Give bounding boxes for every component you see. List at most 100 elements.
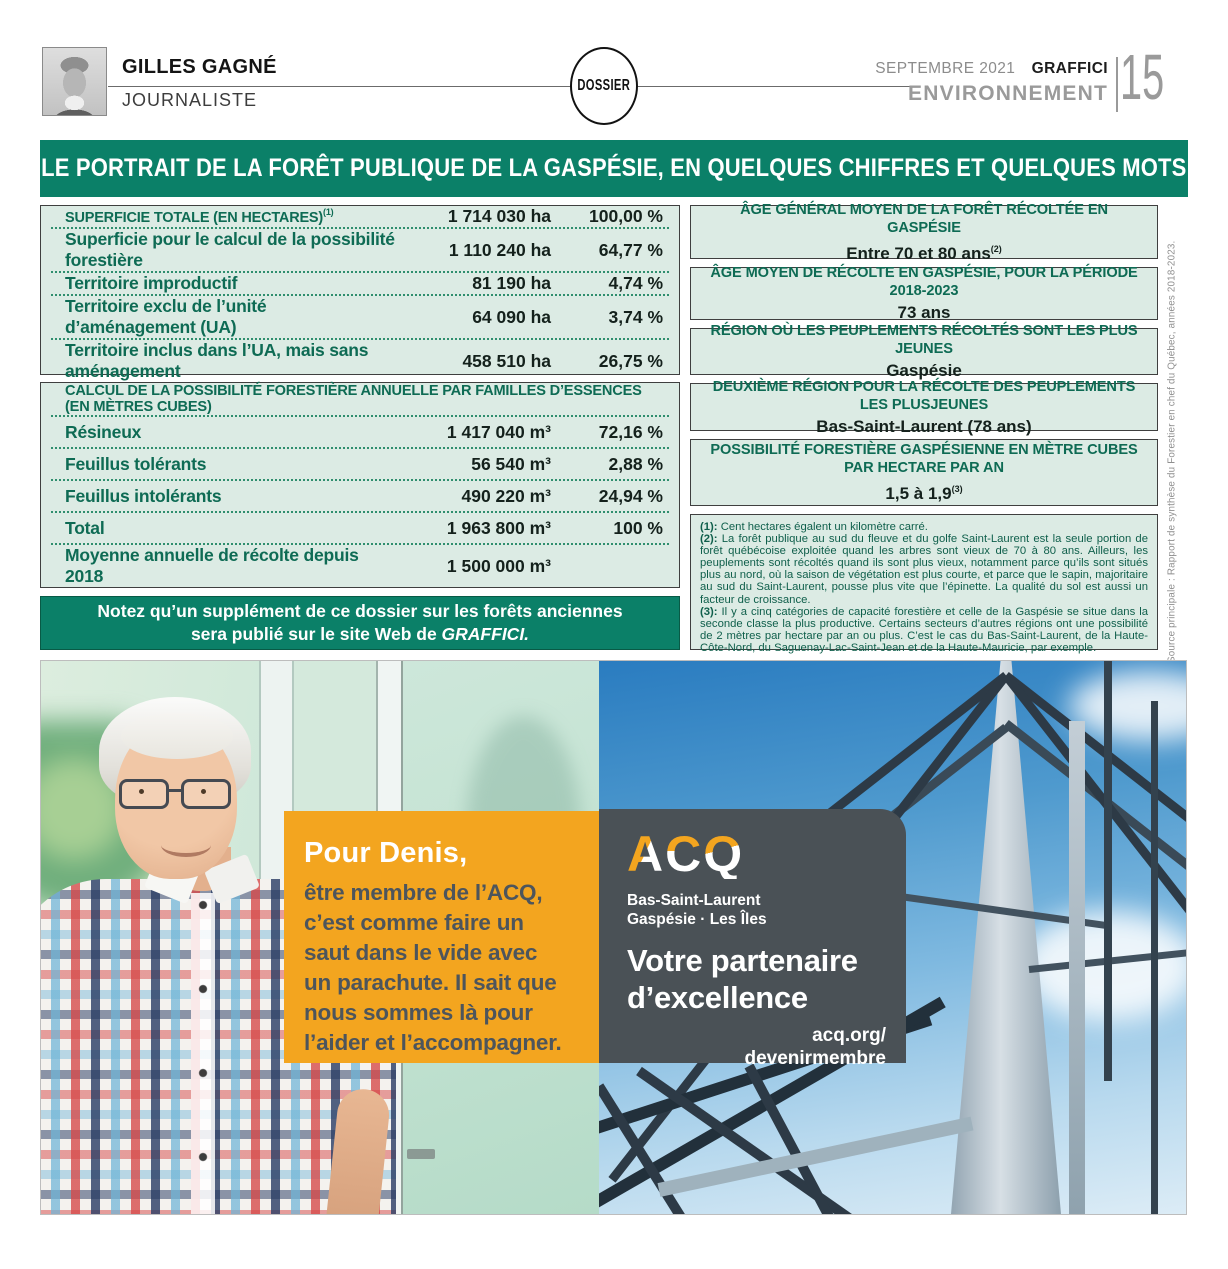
- eye: [201, 789, 206, 794]
- table-section-header: CALCUL DE LA POSSIBILITÉ FORESTIÈRE ANNU…: [51, 383, 669, 417]
- footnote-3: (3): Il y a cinq catégories de capacité …: [700, 605, 1148, 654]
- fact-value: Gaspésie: [886, 361, 962, 380]
- page-number: 15: [1120, 41, 1165, 113]
- row-percent: 4,74 %: [608, 273, 663, 293]
- issue-line: SEPTEMBRE 2021 GRAFFICI: [848, 60, 1108, 78]
- window-hardware: [407, 1149, 435, 1159]
- row-label: Feuillus intolérants: [65, 485, 222, 506]
- row-value: 1 110 240 ha: [448, 239, 551, 260]
- cloud: [1069, 671, 1186, 741]
- testimonial-title: Pour Denis,: [304, 837, 468, 869]
- row-percent: 100,00 %: [589, 206, 663, 226]
- author-photo: [42, 47, 107, 116]
- row-percent: 72,16 %: [598, 421, 663, 442]
- testimonial-body: être membre de l’ACQ, c’est comme faire …: [304, 880, 562, 1055]
- source-note: Source principale : Rapport de synthèse …: [1166, 240, 1178, 664]
- fact-box-possibilite: POSSIBILITÉ FORESTIÈRE GASPÉSIENNE EN MÈ…: [690, 439, 1158, 506]
- shirt-buttons: [191, 893, 215, 1214]
- table-row: SUPERFICIE TOTALE (EN HECTARES)(1) 1 714…: [51, 206, 669, 229]
- table-row: Superficie pour le calcul de la possibil…: [51, 229, 669, 273]
- issue-date: SEPTEMBRE 2021: [875, 60, 1016, 77]
- eye: [139, 789, 144, 794]
- acq-url: acq.org/ devenirmembre: [744, 1025, 886, 1069]
- row-value: 1 714 030 ha: [447, 206, 551, 226]
- web-supplement-note: Notez qu’un supplément de ce dossier sur…: [40, 596, 680, 650]
- fact-value: Bas-Saint-Laurent (78 ans): [816, 416, 1032, 436]
- fact-title: ÂGE GÉNÉRAL MOYEN DE LA FORÊT RÉCOLTÉE E…: [740, 201, 1108, 236]
- fact-value: 1,5 à 1,9(3): [885, 484, 963, 503]
- row-label: Territoire inclus dans l’UA, mais sans a…: [65, 340, 369, 381]
- acq-region: Bas-Saint-Laurent Gaspésie · Les Îles: [627, 892, 767, 928]
- glasses-bridge: [167, 789, 183, 792]
- row-value: 81 190 ha: [472, 273, 551, 293]
- glasses-lens: [119, 779, 169, 809]
- note-brand: GRAFFICI.: [441, 624, 530, 644]
- footnote-ref: (2): [990, 243, 1002, 254]
- table-row: Feuillus intolérants 490 220 m³ 24,94 %: [51, 481, 669, 513]
- smile: [161, 833, 211, 857]
- fact-title: ÂGE MOYEN DE RÉCOLTE EN GASPÉSIE, POUR L…: [710, 265, 1138, 299]
- acq-advertisement: Pour Denis, être membre de l’ACQ, c’est …: [40, 660, 1187, 1215]
- footnotes-block: (1): Cent hectares égalent un kilomètre …: [690, 514, 1158, 654]
- row-percent: 26,75 %: [598, 350, 663, 371]
- fact-title: RÉGION OÙ LES PEUPLEMENTS RÉCOLTÉS SONT …: [710, 323, 1138, 357]
- footnote-ref: (1): [323, 207, 334, 217]
- footnote-2: (2): La forêt publique au sud du fleuve …: [700, 533, 1148, 606]
- row-label: SUPERFICIE TOTALE (EN HECTARES)(1): [65, 207, 334, 226]
- acq-tagline: Votre partenaire d’excellence: [627, 943, 858, 1015]
- fact-box-region-jeunes: RÉGION OÙ LES PEUPLEMENTS RÉCOLTÉS SONT …: [690, 323, 1158, 380]
- fact-value: Entre 70 et 80 ans(2): [846, 243, 1002, 263]
- table-row: Territoire exclu de l’unité d’aménagemen…: [51, 296, 669, 340]
- table-row: Territoire improductif 81 190 ha 4,74 %: [51, 273, 669, 296]
- superficie-table: SUPERFICIE TOTALE (EN HECTARES)(1) 1 714…: [40, 205, 680, 381]
- table-row: Moyenne annuelle de récolte depuis 2018 …: [51, 545, 669, 587]
- dossier-label: DOSSIER: [577, 77, 631, 94]
- row-value: 64 090 ha: [472, 306, 551, 327]
- row-label: Territoire improductif: [65, 273, 238, 293]
- fact-value: 73 ans: [897, 303, 951, 322]
- fact-title: POSSIBILITÉ FORESTIÈRE GASPÉSIENNE EN MÈ…: [710, 442, 1138, 476]
- row-percent: 24,94 %: [598, 485, 663, 506]
- row-value: 1 963 800 m³: [446, 517, 551, 538]
- header-divider-line: [108, 86, 913, 87]
- row-value: 1 417 040 m³: [446, 421, 551, 442]
- row-label: Superficie pour le calcul de la possibil…: [65, 229, 395, 270]
- dossier-badge: DOSSIER: [570, 47, 638, 125]
- fact-box-deuxieme-region: DEUXIÈME RÉGION POUR LA RÉCOLTE DES PEUP…: [690, 379, 1158, 436]
- fact-box-age-moyen: ÂGE MOYEN DE RÉCOLTE EN GASPÉSIE, POUR L…: [690, 265, 1158, 322]
- article-banner: LE PORTRAIT DE LA FORÊT PUBLIQUE DE LA G…: [40, 140, 1188, 197]
- page-number-divider: [1116, 57, 1118, 112]
- testimonial-box: Pour Denis, être membre de l’ACQ, c’est …: [284, 811, 599, 1063]
- footnote-1: (1): Cent hectares égalent un kilomètre …: [700, 521, 928, 533]
- hair-fringe: [121, 713, 233, 759]
- table-row: Feuillus tolérants 56 540 m³ 2,88 %: [51, 449, 669, 481]
- row-percent: 100 %: [613, 517, 663, 538]
- note-line-1: Notez qu’un supplément de ce dossier sur…: [97, 601, 623, 621]
- footnote-ref: (3): [951, 484, 963, 494]
- possibilite-table: CALCUL DE LA POSSIBILITÉ FORESTIÈRE ANNU…: [40, 382, 680, 588]
- banner-title: LE PORTRAIT DE LA FORÊT PUBLIQUE DE LA G…: [41, 154, 1187, 182]
- row-label: Résineux: [65, 421, 142, 442]
- row-percent: 2,88 %: [608, 453, 663, 474]
- author-name: GILLES GAGNÉ: [122, 56, 277, 78]
- table-row: Total 1 963 800 m³ 100 %: [51, 513, 669, 545]
- table-row: Résineux 1 417 040 m³ 72,16 %: [51, 417, 669, 449]
- publication-brand: GRAFFICI: [1031, 60, 1108, 77]
- row-label: Moyenne annuelle de récolte depuis 2018: [65, 545, 359, 586]
- glasses-lens: [181, 779, 231, 809]
- row-value: 458 510 ha: [462, 350, 551, 371]
- table-row: Territoire inclus dans l’UA, mais sans a…: [51, 340, 669, 382]
- row-label: Territoire exclu de l’unité d’aménagemen…: [65, 296, 267, 337]
- row-label: Feuillus tolérants: [65, 453, 207, 474]
- section-title: ENVIRONNEMENT: [908, 82, 1108, 105]
- row-percent: 3,74 %: [608, 306, 663, 327]
- note-line-2: sera publié sur le site Web de GRAFFICI.: [190, 624, 530, 644]
- row-value: 490 220 m³: [461, 485, 551, 506]
- row-value: 1 500 000 m³: [446, 555, 551, 576]
- author-role: JOURNALISTE: [122, 90, 258, 110]
- row-value: 56 540 m³: [471, 453, 551, 474]
- row-label: Total: [65, 517, 105, 538]
